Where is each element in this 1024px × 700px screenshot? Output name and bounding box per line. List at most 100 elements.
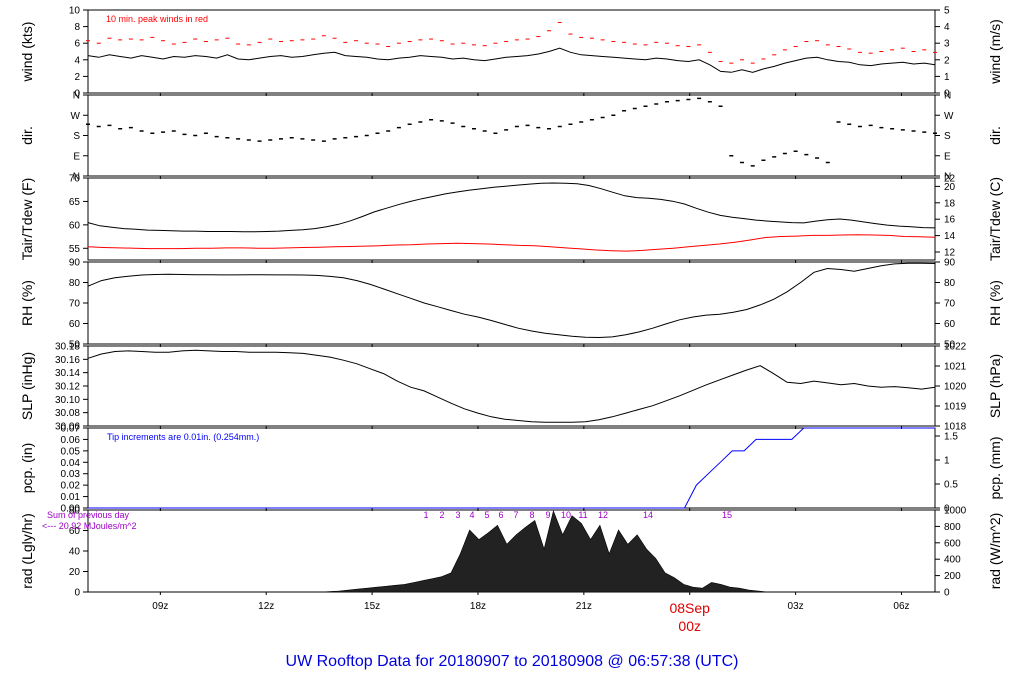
rh-ltick-label: 70 — [69, 299, 81, 310]
wind-ltick-label: 10 — [69, 6, 81, 17]
temp-rtick-label: 22 — [944, 174, 956, 185]
rad-event-label: 7 — [513, 510, 518, 520]
wind-ltick-label: 4 — [74, 55, 80, 66]
temp-rtick-label: 20 — [944, 182, 956, 193]
dir-ltick-label: N — [73, 91, 80, 102]
dir-ltick-label: W — [71, 111, 81, 122]
rad-rtick-label: 200 — [944, 571, 961, 582]
pcp-rtick-label: 1.5 — [944, 432, 958, 443]
slp-rtick-label: 1020 — [944, 382, 967, 393]
rad-event-label: 5 — [484, 510, 489, 520]
rad-rtick-label: 600 — [944, 538, 961, 549]
rad-event-label: 11 — [578, 510, 587, 520]
rad-ltick-label: 80 — [69, 506, 81, 517]
dir-rtick-label: N — [944, 91, 951, 102]
pcp-rtick-label: 0 — [944, 504, 950, 515]
rad-ltick-label: 20 — [69, 567, 81, 578]
wind-annotation: 10 min. peak winds in red — [106, 14, 208, 24]
rad-rtick-label: 1000 — [944, 506, 967, 517]
slp-ltick-label: 30.10 — [55, 395, 80, 406]
rad-event-label: 2 — [439, 510, 444, 520]
slp-frame — [87, 345, 936, 427]
pcp-ltick-label: 0.01 — [61, 492, 81, 503]
rad-event-label: 15 — [722, 510, 732, 520]
rh-ltick-label: 90 — [69, 258, 81, 269]
pcp-rtick-label: 0.5 — [944, 480, 958, 491]
temp-rtick-label: 18 — [944, 198, 956, 209]
chart-title: UW Rooftop Data for 20180907 to 20180908… — [286, 653, 739, 670]
pcp-ltick-label: 0.05 — [61, 446, 81, 457]
slp-rtick-label: 1022 — [944, 342, 967, 353]
pcp-ltick-label: 0.02 — [61, 481, 81, 492]
pcp-annotation: Tip increments are 0.01in. (0.254mm.) — [107, 432, 259, 442]
rad-ylabel-right: rad (W/m^2) — [987, 513, 1003, 590]
rh-rtick-label: 60 — [944, 319, 956, 330]
dir-ylabel-right: dir. — [987, 126, 1003, 145]
wind-rtick-label: 1 — [944, 72, 950, 83]
rh-rtick-label: 80 — [944, 278, 956, 289]
rad-event-label: 14 — [643, 510, 653, 520]
temp-line-1 — [87, 234, 936, 252]
date-label: 08Sep — [669, 600, 710, 616]
temp-rtick-label: 12 — [944, 248, 956, 259]
pcp-ylabel-left: pcp. (in) — [19, 443, 35, 494]
rad-event-label: 8 — [529, 510, 534, 520]
dir-frame — [87, 94, 936, 177]
rad-note-line2: <--- 20.92 MJoules/m^2 — [42, 521, 137, 531]
slp-ltick-label: 30.06 — [55, 422, 80, 433]
rh-ylabel-left: RH (%) — [19, 280, 35, 326]
wind-rtick-label: 4 — [944, 22, 950, 33]
wind-ylabel-right: wind (m/s) — [987, 19, 1003, 85]
rad-event-label: 10 — [561, 510, 571, 520]
temp-line-0 — [87, 182, 936, 233]
rad-event-label: 3 — [455, 510, 460, 520]
pcp-line-0 — [88, 427, 935, 509]
slp-ltick-label: 30.08 — [55, 408, 80, 419]
time-tick-label: 12z — [258, 601, 274, 612]
temp-ylabel-left: Tair/Tdew (F) — [19, 178, 35, 260]
dir-ylabel-left: dir. — [19, 126, 35, 145]
temp-ltick-label: 65 — [69, 197, 81, 208]
wind-ltick-label: 6 — [74, 39, 80, 50]
time-tick-label: 18z — [470, 601, 486, 612]
pcp-ltick-label: 0.03 — [61, 469, 81, 480]
temp-ltick-label: 70 — [69, 174, 81, 185]
rad-event-label: 1 — [423, 510, 428, 520]
slp-ltick-label: 30.12 — [55, 382, 80, 393]
rh-ltick-label: 50 — [69, 340, 81, 351]
rad-area — [88, 510, 935, 593]
rad-rtick-label: 0 — [944, 588, 950, 599]
dir-rtick-label: W — [944, 111, 954, 122]
rh-rtick-label: 90 — [944, 258, 956, 269]
wind-ltick-label: 8 — [74, 22, 80, 33]
pcp-ltick-label: 0.06 — [61, 435, 81, 446]
rad-rtick-label: 400 — [944, 555, 961, 566]
temp-ltick-label: 60 — [69, 220, 81, 231]
pcp-ltick-label: 0.04 — [61, 458, 81, 469]
time-tick-label: 15z — [364, 601, 380, 612]
rh-rtick-label: 70 — [944, 299, 956, 310]
rad-ltick-label: 60 — [69, 526, 81, 537]
slp-ltick-label: 30.16 — [55, 355, 80, 366]
time-tick-label: 06z — [893, 601, 909, 612]
dir-rtick-label: E — [944, 151, 951, 162]
time-tick-label: 03z — [788, 601, 804, 612]
rad-rtick-label: 800 — [944, 522, 961, 533]
rad-event-label: 4 — [469, 510, 474, 520]
temp-ylabel-right: Tair/Tdew (C) — [987, 177, 1003, 261]
date-sublabel: 00z — [678, 618, 701, 634]
wind-ylabel-left: wind (kts) — [19, 22, 35, 83]
slp-rtick-label: 1021 — [944, 362, 967, 373]
dir-ltick-label: E — [73, 151, 80, 162]
rad-ylabel-left: rad (Lgly/hr) — [19, 513, 35, 588]
temp-rtick-label: 14 — [944, 231, 956, 242]
wind-line-0 — [87, 47, 936, 73]
slp-line-0 — [87, 349, 936, 423]
slp-ylabel-left: SLP (inHg) — [19, 352, 35, 420]
time-tick-label: 21z — [576, 601, 592, 612]
time-axis: 09z 12z 15z 18z 21z 03z 06z 08Sep 00z — [152, 600, 909, 634]
rad-event-label: 9 — [545, 510, 550, 520]
temp-ltick-label: 55 — [69, 244, 81, 255]
